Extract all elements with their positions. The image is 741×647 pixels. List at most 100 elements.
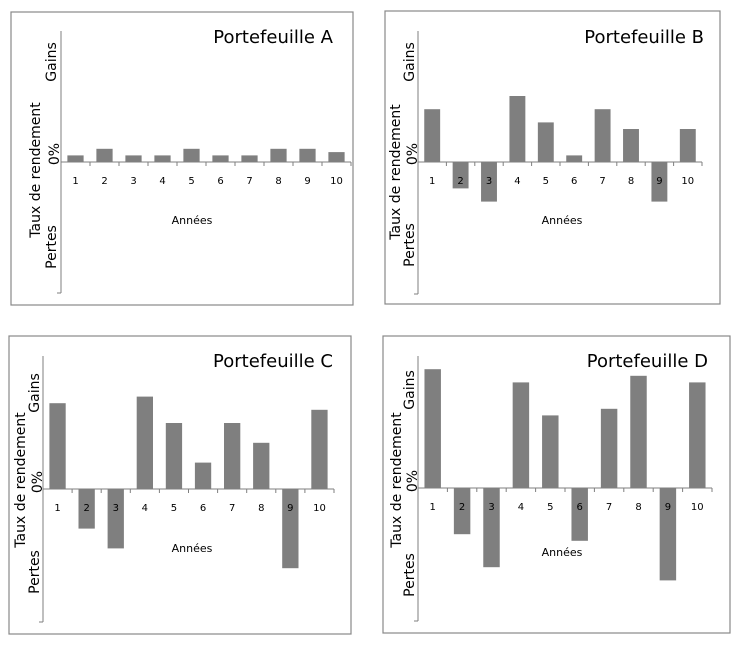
bar-year-6	[212, 155, 229, 162]
x-tick-label: 10	[691, 502, 704, 513]
y-label-pertes: Pertes	[402, 553, 418, 597]
bar-year-9	[659, 488, 677, 581]
bar-year-7	[594, 109, 611, 162]
x-axis-label: Années	[542, 546, 583, 559]
x-tick-label: 6	[200, 503, 206, 514]
bar-year-4	[509, 96, 526, 162]
bar-year-1	[424, 369, 441, 488]
x-tick-label: 10	[681, 176, 694, 187]
x-tick-label: 5	[188, 176, 194, 187]
y-label-gains: Gains	[402, 370, 418, 409]
bar-year-10	[311, 409, 328, 489]
bar-year-7	[600, 408, 618, 488]
y-label-gains: Gains	[402, 42, 418, 81]
bar-year-9	[651, 162, 668, 202]
bar-year-1	[49, 403, 66, 489]
chart-title: Portefeuille D	[587, 351, 708, 372]
x-tick-label: 1	[429, 176, 435, 187]
bar-year-1	[424, 109, 441, 162]
bar-year-1	[67, 155, 84, 162]
y-axis-label: Taux de rendement	[388, 104, 404, 241]
bar-year-5	[165, 423, 183, 489]
x-axis-label: Années	[542, 214, 583, 227]
x-tick-label: 9	[287, 503, 293, 514]
bar-year-8	[630, 375, 647, 488]
x-tick-label: 2	[83, 503, 89, 514]
chart-title: Portefeuille A	[213, 27, 333, 48]
y-axis-label: Taux de rendement	[389, 412, 405, 549]
bar-year-3	[107, 489, 124, 549]
x-tick-label: 6	[571, 176, 577, 187]
x-tick-label: 9	[304, 176, 310, 187]
x-tick-label: 8	[628, 176, 634, 187]
y-label-gains: Gains	[27, 373, 43, 412]
x-tick-label: 4	[514, 176, 520, 187]
x-tick-label: 1	[72, 176, 78, 187]
bar-year-8	[270, 148, 287, 162]
bar-year-4	[154, 155, 171, 162]
x-tick-label: 6	[577, 502, 583, 513]
bar-year-9	[299, 148, 316, 162]
chart-portefeuille-d: Portefeuille D 1 2 3 4 5 6 7 8 9 10 Années Taux de r…	[382, 335, 731, 634]
x-axis-label: Années	[172, 542, 213, 555]
bar-year-7	[224, 423, 241, 489]
bar-year-2	[453, 488, 471, 535]
x-tick-label: 7	[246, 176, 252, 187]
y-label-zero: 0%	[30, 471, 46, 493]
bar-year-7	[241, 155, 258, 162]
bar-year-2	[452, 162, 469, 189]
bar-year-3	[481, 162, 497, 202]
x-tick-label: 2	[101, 176, 107, 187]
x-tick-label: 1	[54, 503, 60, 514]
y-label-gains: Gains	[44, 42, 60, 81]
bar-year-8	[623, 129, 639, 162]
x-tick-label: 2	[457, 176, 463, 187]
chart-portefeuille-a: Portefeuille A 1 2 3 4 5 6 7 8 9 10 Années Taux de r…	[10, 11, 354, 306]
x-tick-label: 10	[330, 176, 343, 187]
x-tick-label: 6	[217, 176, 223, 187]
x-axis-label: Années	[172, 214, 213, 227]
x-tick-label: 3	[113, 503, 119, 514]
x-tick-label: 8	[258, 503, 264, 514]
x-tick-label: 8	[275, 176, 281, 187]
x-tick-label: 9	[656, 176, 662, 187]
bar-year-6	[571, 488, 588, 541]
x-tick-label: 10	[313, 503, 326, 514]
y-label-pertes: Pertes	[27, 550, 43, 594]
x-tick-label: 5	[547, 502, 553, 513]
chart-portefeuille-c: Portefeuille C 1 2 3 4 5 6 7 8 9 10 Années Taux de r…	[8, 335, 352, 635]
y-axis-label: Taux de rendement	[13, 412, 29, 549]
x-tick-label: 7	[606, 502, 612, 513]
y-axis-label: Taux de rendement	[28, 102, 44, 239]
bar-year-6	[194, 462, 212, 489]
x-tick-label: 4	[518, 502, 524, 513]
bar-year-3	[483, 488, 500, 568]
x-tick-label: 5	[171, 503, 177, 514]
bar-year-5	[542, 415, 559, 488]
x-tick-label: 3	[486, 176, 492, 187]
bar-year-6	[566, 155, 583, 162]
chart-title: Portefeuille B	[584, 27, 704, 48]
bar-year-10	[328, 152, 345, 162]
y-label-zero: 0%	[405, 143, 421, 165]
x-tick-label: 2	[459, 502, 465, 513]
x-tick-label: 3	[488, 502, 494, 513]
x-tick-label: 4	[159, 176, 165, 187]
x-tick-label: 3	[130, 176, 136, 187]
x-tick-label: 7	[599, 176, 605, 187]
x-tick-label: 1	[430, 502, 436, 513]
y-label-pertes: Pertes	[402, 223, 418, 267]
y-label-zero: 0%	[405, 470, 421, 492]
chart-portefeuille-b: Portefeuille B 1 2 3 4 5 6 7 8 9 10 Années Taux de r…	[384, 10, 721, 305]
bar-year-9	[282, 489, 299, 569]
bar-year-5	[183, 148, 200, 162]
bar-year-2	[78, 489, 95, 529]
y-label-zero: 0%	[47, 143, 63, 165]
y-label-pertes: Pertes	[44, 225, 60, 269]
x-tick-label: 7	[229, 503, 235, 514]
bar-year-10	[679, 129, 696, 162]
x-tick-label: 5	[543, 176, 549, 187]
chart-title: Portefeuille C	[213, 351, 333, 372]
bar-year-2	[96, 148, 113, 162]
